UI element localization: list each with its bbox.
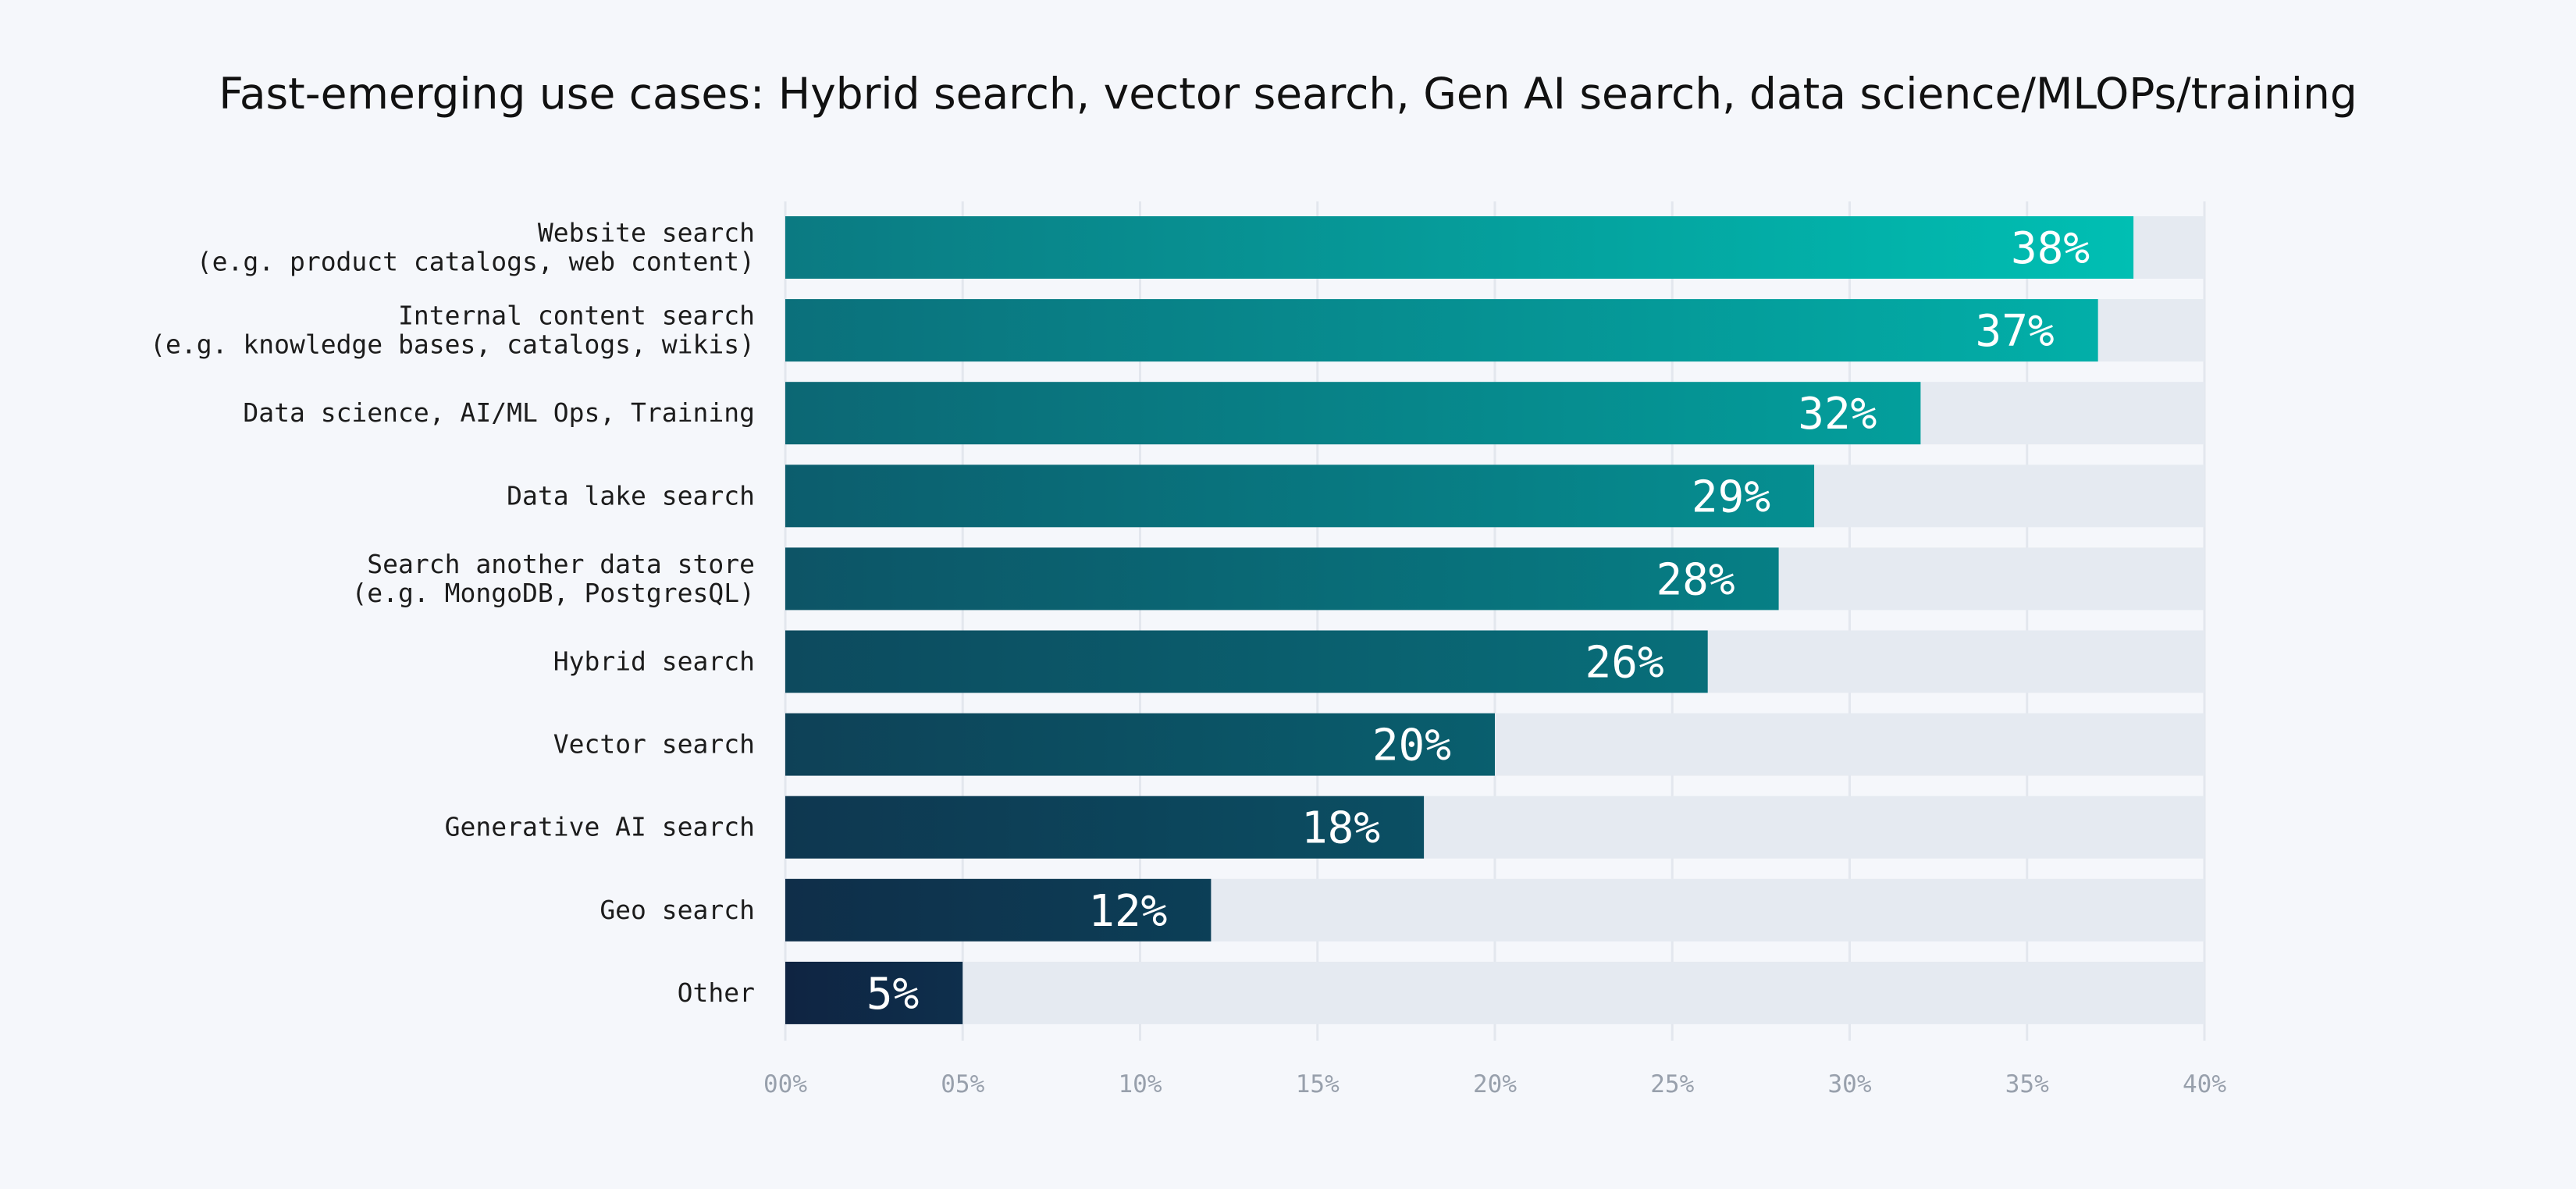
bar	[785, 796, 1425, 859]
bar	[785, 878, 1212, 942]
category-label: Other	[678, 977, 755, 1008]
x-tick-label: 25%	[1650, 1070, 1694, 1098]
x-tick-label: 00%	[763, 1070, 807, 1098]
bar	[785, 299, 2098, 362]
x-tick-label: 40%	[2183, 1070, 2226, 1098]
bar-value-label: 28%	[1656, 554, 1735, 605]
bar	[785, 547, 1779, 611]
category-label: Generative AI search	[445, 812, 755, 842]
category-label: Internal content search	[398, 301, 755, 331]
bar-value-label: 38%	[2011, 223, 2090, 274]
x-tick-label: 15%	[1296, 1070, 1340, 1098]
bar-value-label: 12%	[1088, 886, 1167, 937]
bar	[785, 382, 1921, 445]
bar-value-label: 20%	[1372, 721, 1451, 771]
bars	[785, 216, 2134, 1024]
bar-track	[785, 961, 2204, 1024]
x-tick-label: 30%	[1828, 1070, 1872, 1098]
category-labels: Website search(e.g. product catalogs, we…	[150, 218, 755, 1008]
bar-value-label: 32%	[1798, 389, 1877, 440]
bar	[785, 216, 2134, 279]
bar-value-label: 5%	[866, 969, 919, 1020]
bar	[785, 630, 1708, 693]
bar	[785, 713, 1495, 776]
x-tick-label: 20%	[1473, 1070, 1517, 1098]
x-tick-label: 35%	[2005, 1070, 2049, 1098]
bar	[785, 961, 963, 1024]
chart-title: Fast-emerging use cases: Hybrid search, …	[219, 69, 2357, 119]
x-tick-label: 10%	[1119, 1070, 1162, 1098]
category-label: (e.g. knowledge bases, catalogs, wikis)	[150, 329, 755, 360]
category-label: Vector search	[553, 729, 755, 760]
bar-value-label: 18%	[1301, 803, 1380, 854]
bar-value-label: 37%	[1975, 306, 2054, 357]
category-label: Data lake search	[507, 480, 755, 511]
category-label: Search another data store	[367, 549, 755, 579]
category-label: (e.g. MongoDB, PostgresQL)	[351, 578, 755, 608]
category-label: Hybrid search	[553, 646, 755, 677]
category-label: Data science, AI/ML Ops, Training	[243, 397, 755, 428]
bar-value-label: 29%	[1692, 472, 1770, 522]
category-label: Website search	[538, 218, 755, 248]
value-labels: 38% 37% 32% 29% 28% 26% 20% 18% 12% 5%	[866, 223, 2090, 1020]
category-label: Geo search	[600, 895, 755, 925]
bar	[785, 465, 1815, 528]
x-axis-ticks: 00% 05% 10% 15% 20% 25% 30% 35% 40%	[763, 1070, 2226, 1098]
bar-value-label: 26%	[1585, 638, 1664, 689]
category-label: (e.g. product catalogs, web content)	[197, 247, 755, 277]
x-tick-label: 05%	[941, 1070, 984, 1098]
